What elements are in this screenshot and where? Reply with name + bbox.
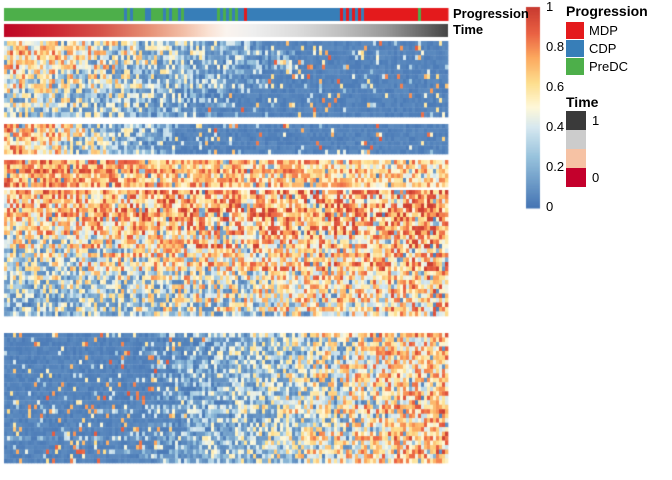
legend-item-predc: PreDC [566, 58, 628, 75]
progression-annotation-label: Progression [453, 6, 529, 21]
colorbar-tick-label: 0.2 [546, 159, 565, 174]
legend-time-swatch-mid1 [566, 130, 586, 149]
colorbar-tick-label: 1 [546, 0, 554, 14]
colorbar-tick-label: 0.6 [546, 79, 565, 94]
legend-item-cdp: CDP [566, 40, 616, 57]
legend-time-swatch-mid2 [566, 149, 586, 168]
legend-label-predc: PreDC [589, 59, 629, 74]
legend-time-swatch-1 [566, 111, 586, 130]
time-annotation-label: Time [453, 22, 484, 37]
colorbar-tick-label: 0.8 [546, 39, 565, 54]
colorbar-tick-label: 0.4 [546, 119, 565, 134]
legend-swatch-cdp [566, 40, 584, 57]
legend-label-mdp: MDP [589, 23, 618, 38]
legend-time-title: Time [566, 94, 599, 110]
legend-swatch-predc [566, 58, 584, 75]
legend-progression-title: Progression [566, 3, 648, 19]
legend-time-swatch-0 [566, 168, 586, 187]
legend-item-mdp: MDP [566, 22, 618, 39]
legend-time-label-1: 1 [592, 113, 600, 128]
legend-label-cdp: CDP [589, 41, 617, 56]
legend-time-label-0: 0 [592, 170, 600, 185]
legend-swatch-mdp [566, 22, 584, 39]
colorbar-tick-label: 0 [546, 199, 554, 214]
